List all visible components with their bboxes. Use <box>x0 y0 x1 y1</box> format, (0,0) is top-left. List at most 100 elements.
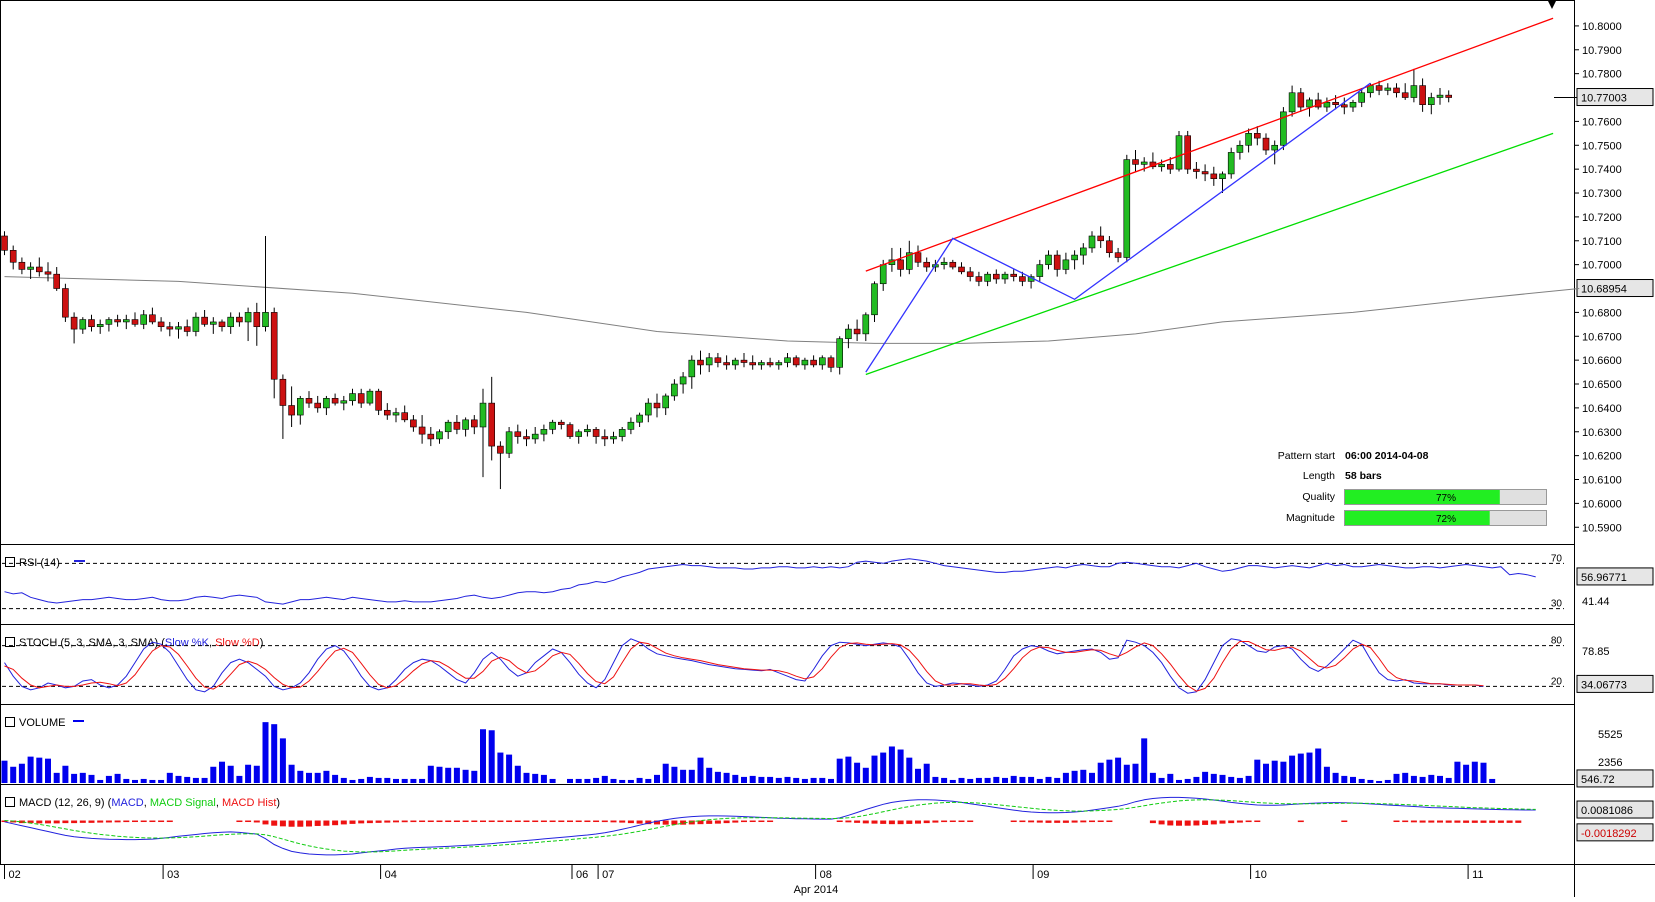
volume-bar <box>62 765 69 783</box>
macd-hist-bar <box>105 820 112 823</box>
scroll-marker-icon[interactable] <box>1548 1 1556 9</box>
rsi-line <box>4 558 1536 605</box>
candle <box>1132 150 1139 172</box>
volume-current-label: 546.72 <box>1581 774 1615 786</box>
macd-hist-bar <box>1297 820 1304 823</box>
volume-bar <box>949 779 956 783</box>
macd-hist-bar <box>410 820 417 823</box>
candle <box>827 355 835 373</box>
macd-hist-bar <box>1071 820 1078 823</box>
candle <box>627 417 635 435</box>
candle-body <box>584 429 591 433</box>
volume-close-box-icon[interactable] <box>5 717 15 727</box>
macd-hist-bar <box>349 820 356 824</box>
macd-hist-bar <box>245 820 252 823</box>
candle-body <box>70 316 78 330</box>
macd-hist-bar <box>767 820 774 823</box>
volume-bar <box>680 769 687 783</box>
candle <box>357 388 365 408</box>
volume-bar <box>1089 772 1095 783</box>
candle <box>1071 250 1078 270</box>
macd-hist-bar <box>654 820 660 825</box>
candle-body <box>905 252 913 270</box>
rsi-close-box-icon[interactable] <box>5 557 15 567</box>
volume-bar <box>488 730 495 783</box>
volume-bar <box>1045 776 1052 783</box>
volume-bar <box>723 772 730 783</box>
candle <box>644 398 652 423</box>
candle <box>331 393 339 406</box>
candle-body <box>836 338 844 368</box>
macd-hist-bar <box>1489 820 1496 823</box>
volume-bar <box>758 776 765 783</box>
macd-hist-bar <box>575 820 582 823</box>
volume-bar <box>192 777 199 783</box>
candle <box>1445 90 1452 103</box>
candle <box>470 415 478 435</box>
candle-body <box>175 326 182 330</box>
macd-hist-bar <box>1236 820 1243 823</box>
volume-bar <box>253 765 260 783</box>
candle <box>131 312 139 327</box>
candle <box>601 429 609 447</box>
volume-bar <box>1193 776 1200 783</box>
candle <box>44 262 52 282</box>
macd-label: MACD <box>111 797 143 809</box>
candle-body <box>210 321 217 325</box>
volume-bar <box>1271 760 1278 783</box>
macd-hist-bar <box>619 820 626 823</box>
macd-hist-bar <box>1254 820 1261 823</box>
macd-hist-bar <box>140 820 147 823</box>
volume-bar <box>749 775 756 783</box>
candle-body <box>1288 92 1296 113</box>
stoch-close-box-icon[interactable] <box>5 637 15 647</box>
candle <box>975 271 983 287</box>
macd-hist-bar <box>1480 820 1487 823</box>
volume-bar <box>1315 748 1322 783</box>
candle-body <box>131 319 139 325</box>
candle <box>1401 83 1409 100</box>
candle-body <box>505 431 513 454</box>
volume-bar <box>123 778 130 783</box>
candle <box>758 360 765 370</box>
pattern-lines-layer <box>865 17 1554 376</box>
macd-hist-bar <box>967 820 974 823</box>
candle-body <box>1088 235 1096 249</box>
candle <box>114 314 121 327</box>
macd-hist-bar <box>366 820 373 824</box>
macd-hist-bar <box>1184 820 1191 826</box>
candle-body <box>227 316 234 328</box>
candle-body <box>1045 254 1052 265</box>
macd-hist-bar <box>645 820 652 825</box>
macd-hist-bar <box>1428 820 1435 823</box>
macd-hist-bar <box>1228 820 1235 824</box>
candle-body <box>671 383 678 397</box>
volume-bar <box>993 776 1000 783</box>
pattern-info: Pattern start 06:00 2014-04-08 Length 58… <box>1278 450 1547 526</box>
candle <box>462 417 469 437</box>
candle <box>1393 83 1400 98</box>
volume-bar <box>1471 761 1478 783</box>
candle <box>749 355 757 370</box>
length-label: Length <box>1303 470 1335 482</box>
volume-bar <box>462 769 469 783</box>
candle <box>436 429 443 444</box>
candle <box>1410 68 1418 103</box>
candle-body <box>114 319 121 323</box>
price-axis: 10.8000 10.7900 10.7800 10.7600 10.7500 10.74… <box>1554 21 1654 534</box>
price-tick-label: 10.6800 <box>1582 307 1622 319</box>
macd-hist-bar <box>1419 820 1426 823</box>
candle-body <box>914 252 922 263</box>
macd-close-box-icon[interactable] <box>5 797 15 807</box>
candle-body <box>723 362 730 366</box>
volume-bar <box>1184 778 1191 783</box>
price-tick-label: 10.7400 <box>1582 164 1622 176</box>
volume-bar <box>575 778 582 783</box>
macd-hist-bar <box>71 820 78 824</box>
macd-hist-bar <box>253 820 260 823</box>
candle <box>584 424 591 437</box>
candle-body <box>557 421 565 425</box>
volume-bar <box>1115 757 1122 783</box>
macd-hist-bar <box>897 820 904 825</box>
